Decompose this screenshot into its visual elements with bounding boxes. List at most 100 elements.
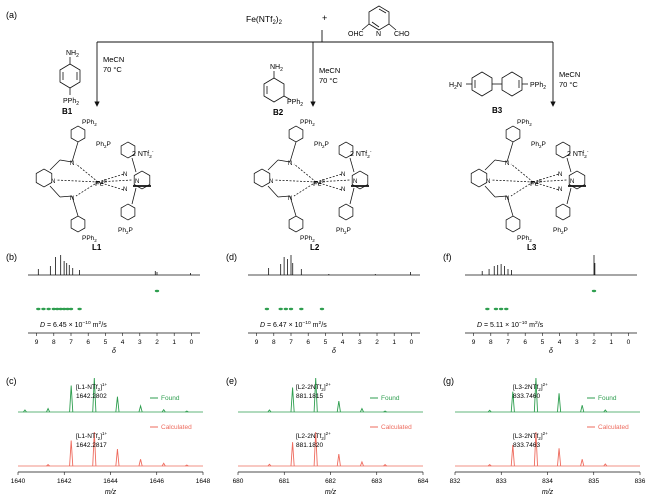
panel-label-c: (c) (6, 376, 17, 386)
pyridine-n: N (570, 179, 574, 185)
aldehyde-left: OHC (348, 31, 364, 38)
dosy-tick-label: 2 (592, 339, 596, 346)
found-peak (533, 377, 538, 413)
complex-2: FeII N N N N N N PPh2 PPh2 Ph2P Ph2P 2 NTf2- L2 (253, 119, 372, 252)
svg-text:70 °C: 70 °C (103, 65, 122, 74)
aryl-ring-top-left (505, 125, 521, 143)
imine-n: N (505, 161, 509, 167)
svg-text:H2N: H2N (449, 82, 462, 91)
aryl-ring-top-left (70, 125, 86, 143)
pyridine-ring-right (568, 170, 586, 190)
dosy-tick-label: 7 (69, 339, 73, 346)
found-peak (603, 409, 608, 413)
dosy-spot (264, 307, 270, 311)
dosy-spot (283, 307, 289, 311)
dosy-tick-label: 4 (558, 339, 562, 346)
calculated-peak (313, 431, 318, 467)
svg-text:NH2: NH2 (66, 50, 79, 59)
amine-b3: H2N PPh2 B3 (449, 71, 546, 115)
calc-mz: 833.7463 (513, 442, 540, 449)
pyridine-ring-left (35, 168, 53, 188)
found-peak (267, 409, 272, 413)
metal-center: FeII (95, 179, 107, 188)
imine-n: N (558, 172, 562, 178)
ms-tick-label: 1648 (196, 478, 211, 485)
conditions-3: MeCN 70 °C (559, 70, 580, 89)
dosy-tick-label: 3 (575, 339, 579, 346)
found-peak (336, 401, 341, 413)
pyridine-n: N (376, 31, 381, 38)
found-ion-label: [L2-2NTf2]2+ (296, 382, 331, 392)
dosy-tick-label: 5 (541, 339, 545, 346)
found-peak (383, 410, 387, 413)
found-peak (22, 409, 27, 413)
calculated-peak (580, 459, 585, 467)
complex-label: L3 (527, 243, 537, 252)
panel-label-b: (b) (6, 252, 17, 262)
dosy-tick-label: 6 (523, 339, 527, 346)
dosy-tick-label: 1 (609, 339, 613, 346)
complex-1: FeII N N N N N N PPh2 PPh2 Ph2P Ph2P 2 NTf2- L1 (35, 119, 154, 252)
amine-label-b3: B3 (492, 106, 503, 115)
imine-n: N (558, 187, 562, 193)
complex-label: L1 (92, 243, 102, 252)
aldehyde-right: CHO (394, 31, 410, 38)
metal-center: FeII (530, 179, 542, 188)
calculated-peak (69, 440, 74, 467)
dosy-spot (65, 307, 70, 311)
found-mz: 881.1815 (296, 393, 323, 400)
dosy-tick-label: 0 (627, 339, 631, 346)
svg-text:70 °C: 70 °C (319, 76, 338, 85)
aryl-ring-top-right (120, 141, 136, 159)
ms-tick-label: 1642 (57, 478, 72, 485)
pph2-top: PPh2 (517, 119, 532, 127)
ph2p-bottom-right: Ph2P (553, 227, 568, 235)
dosy-spot (51, 307, 56, 311)
dosy-tick-label: 9 (255, 339, 259, 346)
dosy-tick-label: 3 (138, 339, 142, 346)
reaction-arrows (94, 30, 556, 107)
ms-tick-label: 684 (418, 478, 429, 485)
calc-legend: Calculated (161, 424, 192, 431)
dosy-tick-label: 2 (155, 339, 159, 346)
ms-tick-label: 836 (635, 478, 646, 485)
ms-tick-label: 683 (371, 478, 382, 485)
found-ion-label: [L1-NTf2]1+ (76, 382, 108, 392)
calculated-peak (46, 464, 50, 467)
conditions-1: MeCN 70 °C (103, 55, 124, 74)
calc-mz: 881.1820 (296, 442, 323, 449)
pph2-bottom: PPh2 (82, 235, 97, 243)
found-peak (557, 393, 562, 413)
amine-b2: NH2 PPh2 B2 (263, 64, 303, 117)
calculated-peak (383, 464, 387, 467)
dosy-spot (498, 307, 504, 311)
calculated-peak (184, 464, 189, 467)
svg-text:MeCN: MeCN (319, 66, 340, 75)
dosy-spot (41, 307, 46, 311)
found-legend: Found (161, 395, 180, 402)
dosy-tick-label: 2 (375, 339, 379, 346)
found-mz: 1642.2802 (76, 393, 107, 400)
ms-tick-label: 832 (450, 478, 461, 485)
calculated-peak (92, 431, 97, 467)
imine-n: N (341, 187, 345, 193)
complex-label: L2 (310, 243, 320, 252)
calculated-peak (161, 462, 166, 467)
imine-n: N (70, 161, 74, 167)
metal-center: FeII (313, 179, 325, 188)
dosy-spot (46, 307, 51, 311)
found-ion-label: [L3-2NTf2]2+ (513, 382, 548, 392)
calc-mz: 1642.2817 (76, 442, 107, 449)
dosy-tick-label: 7 (506, 339, 510, 346)
panel-label-d: (d) (226, 252, 237, 262)
aryl-ring-top-right (555, 141, 571, 159)
dosy-tick-label: 8 (272, 339, 276, 346)
dosy-spot (485, 307, 490, 311)
dosy-tick-label: 1 (392, 339, 396, 346)
dosy-tick-label: 5 (104, 339, 108, 346)
imine-n: N (123, 172, 127, 178)
ms-tick-label: 835 (588, 478, 599, 485)
panel-label-f: (f) (443, 252, 452, 262)
dosy-tick-label: 5 (324, 339, 328, 346)
